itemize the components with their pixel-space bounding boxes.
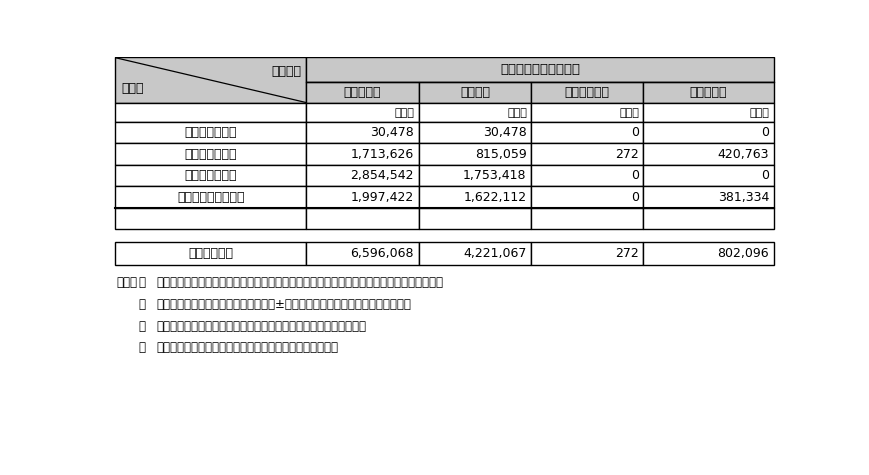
Bar xyxy=(530,208,643,229)
Bar xyxy=(643,123,773,143)
Bar xyxy=(643,103,773,123)
Text: 予　　算　　額　　等: 予 算 額 等 xyxy=(500,63,580,76)
Bar xyxy=(115,242,306,265)
Bar xyxy=(306,82,418,103)
Bar xyxy=(306,57,773,82)
Bar xyxy=(530,165,643,186)
Text: 科学技術の研究: 科学技術の研究 xyxy=(184,126,236,139)
Text: 国費は，当初予算＋予備費＋補正予算±流用により計算した補正後予算である。: 国費は，当初予算＋予備費＋補正予算±流用により計算した補正後予算である。 xyxy=(156,298,411,311)
Text: 0: 0 xyxy=(630,190,638,204)
Bar xyxy=(530,143,643,165)
Text: 国　　費: 国 費 xyxy=(460,86,489,99)
Text: 2,854,542: 2,854,542 xyxy=(350,169,414,182)
Bar xyxy=(643,242,773,265)
Bar xyxy=(115,208,306,229)
Text: 1,997,422: 1,997,422 xyxy=(350,190,414,204)
Bar xyxy=(115,123,306,143)
Bar xyxy=(418,103,530,123)
Text: 6,596,068: 6,596,068 xyxy=(350,247,414,260)
Text: 1,713,626: 1,713,626 xyxy=(350,148,414,161)
Text: 国　土　保　全: 国 土 保 全 xyxy=(184,169,236,182)
Text: 0: 0 xyxy=(760,169,768,182)
Text: 802,096: 802,096 xyxy=(717,247,768,260)
Text: 融資実行額: 融資実行額 xyxy=(689,86,726,99)
Text: 272: 272 xyxy=(614,247,638,260)
Bar xyxy=(418,242,530,265)
Bar xyxy=(643,143,773,165)
Text: 0: 0 xyxy=(630,169,638,182)
Text: 百万円: 百万円 xyxy=(507,108,527,118)
Bar xyxy=(530,103,643,123)
Bar xyxy=(306,165,418,186)
Text: 災　害　予　防: 災 害 予 防 xyxy=(184,148,236,161)
Text: 項　目: 項 目 xyxy=(121,83,143,95)
Text: 815,059: 815,059 xyxy=(474,148,526,161)
Text: （注）: （注） xyxy=(116,276,137,289)
Text: 公団等支出額: 公団等支出額 xyxy=(564,86,609,99)
Text: 各項目及び合計はそれぞれ百万円未満を四捨五入した数値である。: 各項目及び合計はそれぞれ百万円未満を四捨五入した数値である。 xyxy=(156,320,367,332)
Text: １: １ xyxy=(138,276,145,289)
Text: 政府の一般会計と特別会計との間及び政府関係機関との間の重複係数を除いたものである。: 政府の一般会計と特別会計との間及び政府関係機関との間の重複係数を除いたものである… xyxy=(156,276,443,289)
Bar xyxy=(530,123,643,143)
Text: 1,753,418: 1,753,418 xyxy=(462,169,526,182)
Bar xyxy=(643,165,773,186)
Text: 1,622,112: 1,622,112 xyxy=(463,190,526,204)
Text: 百万円: 百万円 xyxy=(619,108,639,118)
Text: 420,763: 420,763 xyxy=(717,148,768,161)
Text: 0: 0 xyxy=(760,126,768,139)
Text: 百万円: 百万円 xyxy=(395,108,415,118)
Text: ４: ４ xyxy=(138,341,145,354)
Bar xyxy=(643,186,773,208)
Text: 災　害　復　旧　等: 災 害 復 旧 等 xyxy=(176,190,244,204)
Bar xyxy=(643,208,773,229)
Bar xyxy=(306,103,418,123)
Bar xyxy=(306,143,418,165)
Bar xyxy=(418,186,530,208)
Bar xyxy=(306,186,418,208)
Text: 0: 0 xyxy=(630,126,638,139)
Text: 予算額等: 予算額等 xyxy=(271,65,302,78)
Bar xyxy=(115,186,306,208)
Bar xyxy=(418,208,530,229)
Text: ３: ３ xyxy=(138,320,145,332)
Text: 単位未満四捨五入のため合計と一致しないところがある。: 単位未満四捨五入のため合計と一致しないところがある。 xyxy=(156,341,338,354)
Bar xyxy=(530,186,643,208)
Text: 30,478: 30,478 xyxy=(370,126,414,139)
Bar xyxy=(115,143,306,165)
Bar xyxy=(115,165,306,186)
Text: 272: 272 xyxy=(614,148,638,161)
Bar xyxy=(643,82,773,103)
Text: ２: ２ xyxy=(138,298,145,311)
Bar xyxy=(418,82,530,103)
Bar xyxy=(306,242,418,265)
Text: 30,478: 30,478 xyxy=(482,126,526,139)
Text: 百万円: 百万円 xyxy=(749,108,769,118)
Bar xyxy=(306,123,418,143)
Text: 381,334: 381,334 xyxy=(717,190,768,204)
Bar xyxy=(530,242,643,265)
Bar xyxy=(530,82,643,103)
Bar xyxy=(418,143,530,165)
Bar xyxy=(115,57,306,103)
Bar xyxy=(418,123,530,143)
Bar xyxy=(115,103,306,123)
Text: 事　業　費: 事 業 費 xyxy=(343,86,381,99)
Text: 4,221,067: 4,221,067 xyxy=(462,247,526,260)
Bar xyxy=(306,208,418,229)
Text: 合　　　　計: 合 計 xyxy=(188,247,233,260)
Bar xyxy=(418,165,530,186)
